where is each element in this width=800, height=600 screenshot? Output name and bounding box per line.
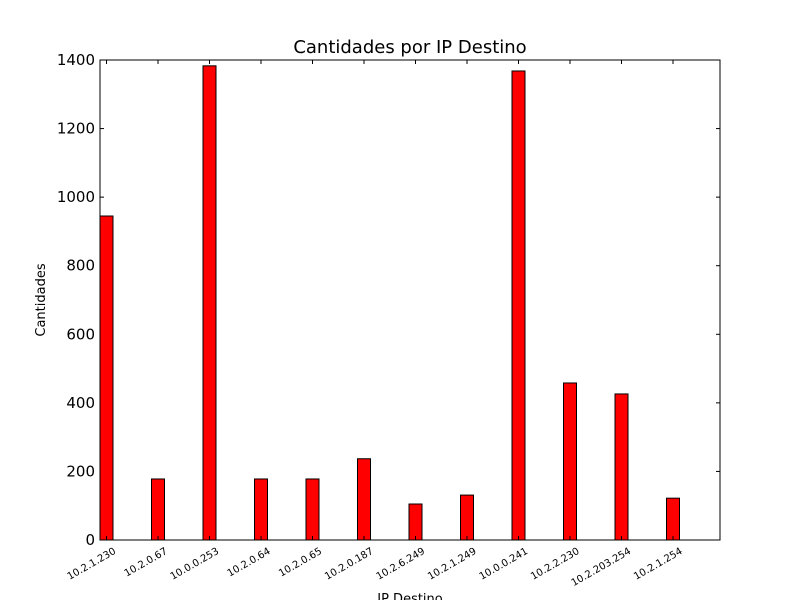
x-tick-label: 10.2.0.187 bbox=[323, 546, 375, 583]
bar-11 bbox=[666, 497, 680, 541]
plot-frame bbox=[99, 59, 721, 541]
x-tick-label: 10.2.1.249 bbox=[426, 546, 478, 583]
y-tick-label: 1000 bbox=[57, 188, 95, 206]
bars-group bbox=[99, 65, 680, 541]
y-tick-label: 200 bbox=[66, 462, 95, 480]
bar-10 bbox=[614, 393, 629, 541]
bar-9 bbox=[563, 382, 577, 541]
x-tick-label: 10.2.1.230 bbox=[66, 546, 118, 583]
chart-title: Cantidades por IP Destino bbox=[293, 37, 526, 58]
x-tick-label: 10.0.0.253 bbox=[169, 546, 221, 583]
bar-0 bbox=[99, 215, 114, 541]
y-axis-label: Cantidades bbox=[34, 263, 49, 336]
bar-8 bbox=[511, 70, 526, 541]
x-tick-label: 10.2.1.254 bbox=[632, 546, 684, 583]
bar-4 bbox=[305, 478, 320, 541]
x-tick-label: 10.2.0.65 bbox=[277, 546, 324, 579]
bar-1 bbox=[151, 478, 165, 541]
y-tick-label: 600 bbox=[66, 325, 95, 343]
y-tick-label: 1400 bbox=[57, 51, 95, 69]
x-tick-label: 10.2.6.249 bbox=[375, 546, 427, 583]
bar-7 bbox=[460, 494, 474, 541]
bar-6 bbox=[408, 503, 423, 541]
y-tick-label: 0 bbox=[85, 531, 95, 549]
x-tick-label: 10.2.0.67 bbox=[123, 546, 170, 579]
y-tick-label: 400 bbox=[66, 394, 95, 412]
bar-3 bbox=[254, 478, 268, 541]
y-tick-label: 800 bbox=[66, 257, 95, 275]
bar-5 bbox=[357, 458, 371, 541]
y-axis: 0 200 400 600 800 1000 1200 1400 bbox=[57, 51, 720, 549]
x-axis-label: IP Destino bbox=[377, 592, 443, 600]
x-tick-label: 10.2.0.64 bbox=[226, 546, 273, 579]
bar-2 bbox=[202, 65, 217, 541]
x-tick-label: 10.0.0.241 bbox=[478, 546, 530, 583]
y-tick-label: 1200 bbox=[57, 120, 95, 138]
